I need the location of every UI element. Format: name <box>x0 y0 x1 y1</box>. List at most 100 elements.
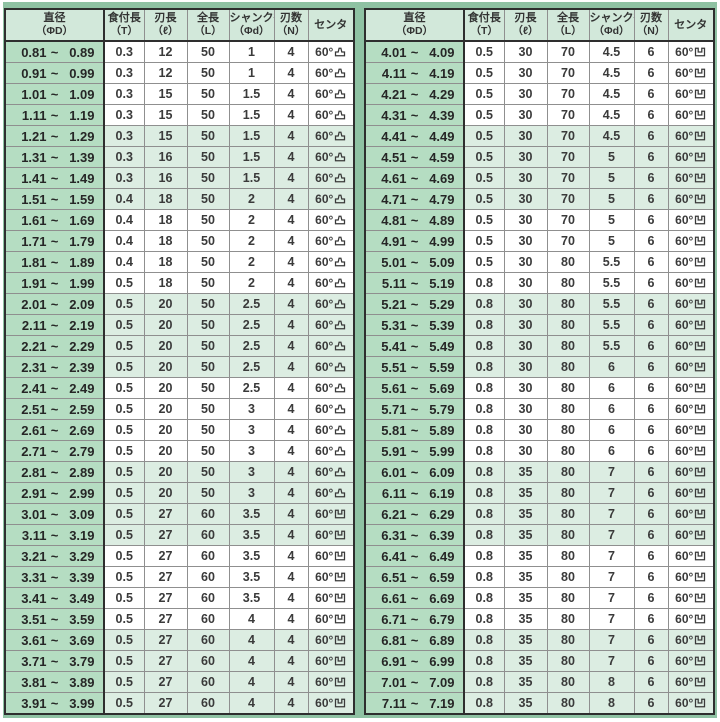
flutes-cell: 6 <box>633 587 669 609</box>
diameter-from: 5.71 <box>381 401 407 417</box>
diameter-range: 2.61 ~2.69 <box>6 423 102 438</box>
diameter-from: 6.41 <box>381 548 407 564</box>
diameter-to: 5.99 <box>429 443 455 459</box>
shank-diameter-cell: 7 <box>588 629 635 651</box>
diameter-range: 3.71 ~3.79 <box>6 653 102 669</box>
convex-center-icon <box>335 89 346 98</box>
diameter-range-cell: 4.71 ~4.79 <box>364 188 465 210</box>
overall-length-cell: 60 <box>186 629 230 651</box>
range-separator: ~ <box>50 233 59 249</box>
convex-center-icon <box>335 152 346 161</box>
chamfer-length-cell: 0.8 <box>463 608 505 630</box>
chamfer-length-cell: 0.5 <box>103 671 145 693</box>
chamfer-length-cell: 0.8 <box>463 398 505 420</box>
diameter-from: 4.81 <box>381 212 407 228</box>
concave-center-icon <box>695 362 706 371</box>
diameter-range: 2.91 ~2.99 <box>6 485 102 501</box>
flute-length-cell: 27 <box>143 587 188 609</box>
diameter-range: 2.51 ~2.59 <box>6 402 102 417</box>
column-header-flutes: 刃数 （N） <box>273 8 309 42</box>
diameter-range-cell: 3.91 ~3.99 <box>4 692 105 715</box>
diameter-from: 1.01 <box>21 86 47 102</box>
flute-length-cell: 27 <box>143 524 188 546</box>
overall-length-cell: 80 <box>546 482 590 504</box>
diameter-range-cell: 5.41 ~5.49 <box>364 335 465 357</box>
diameter-to: 4.19 <box>429 65 455 81</box>
diameter-to: 2.39 <box>69 359 95 375</box>
flute-length-cell: 20 <box>143 398 188 420</box>
overall-length-cell: 80 <box>546 650 590 672</box>
column-sublabel: （ℓ） <box>152 25 179 38</box>
table-row: 4.31 ~4.39 0.5 30 70 4.5 6 60° <box>364 104 715 126</box>
flutes-cell: 6 <box>633 440 669 462</box>
overall-length-cell: 80 <box>546 251 590 273</box>
flutes-cell: 4 <box>273 188 309 210</box>
column-header-shank_diameter: シャンク径（Φd） <box>228 8 275 42</box>
range-separator: ~ <box>50 65 59 81</box>
concave-center-icon <box>695 635 706 644</box>
table-row: 5.91 ~5.99 0.8 30 80 6 6 60° <box>364 440 715 462</box>
flute-length-cell: 30 <box>503 125 548 147</box>
range-separator: ~ <box>50 86 59 102</box>
diameter-range: 3.31 ~3.39 <box>6 570 102 585</box>
chamfer-length-cell: 0.5 <box>103 503 145 525</box>
diameter-to: 3.79 <box>69 653 95 669</box>
flute-length-cell: 35 <box>503 671 548 693</box>
center-angle: 60° <box>315 549 334 563</box>
center-angle: 60° <box>315 444 334 458</box>
diameter-range-cell: 2.71 ~2.79 <box>4 440 105 462</box>
table-row: 4.11 ~4.19 0.5 30 70 4.5 6 60° <box>364 62 715 84</box>
concave-center-icon <box>335 635 346 644</box>
concave-center-icon <box>695 89 706 98</box>
shank-diameter-cell: 6 <box>588 419 635 441</box>
diameter-range: 1.71 ~1.79 <box>6 233 102 249</box>
chamfer-length-cell: 0.3 <box>103 125 145 147</box>
chamfer-length-cell: 0.3 <box>103 62 145 84</box>
flutes-cell: 6 <box>633 167 669 189</box>
flute-length-cell: 35 <box>503 587 548 609</box>
shank-diameter-cell: 5.5 <box>588 293 635 315</box>
range-separator: ~ <box>410 464 419 480</box>
range-separator: ~ <box>50 506 59 522</box>
center-angle: 60° <box>315 612 334 626</box>
flutes-cell: 4 <box>273 503 309 525</box>
table-row: 5.41 ~5.49 0.8 30 80 5.5 6 60° <box>364 335 715 357</box>
shank-diameter-cell: 5.5 <box>588 272 635 294</box>
diameter-from: 3.21 <box>21 548 47 564</box>
overall-length-cell: 70 <box>546 40 590 63</box>
shank-diameter-cell: 6 <box>588 377 635 399</box>
overall-length-cell: 50 <box>186 188 230 210</box>
overall-length-cell: 80 <box>546 440 590 462</box>
concave-center-icon <box>335 530 346 539</box>
range-separator: ~ <box>410 527 419 543</box>
overall-length-cell: 70 <box>546 146 590 168</box>
diameter-to: 3.29 <box>69 548 95 564</box>
diameter-from: 2.91 <box>21 485 47 501</box>
shank-diameter-cell: 4.5 <box>588 104 635 126</box>
flute-length-cell: 18 <box>143 230 188 252</box>
diameter-from: 3.71 <box>21 653 47 669</box>
center-angle: 60° <box>675 360 694 374</box>
center-angle: 60° <box>675 465 694 479</box>
flutes-cell: 4 <box>273 230 309 252</box>
concave-center-icon <box>335 698 346 707</box>
diameter-range-cell: 2.51 ~2.59 <box>4 398 105 420</box>
range-separator: ~ <box>410 506 419 522</box>
chamfer-length-cell: 0.5 <box>103 587 145 609</box>
flutes-cell: 4 <box>273 251 309 273</box>
diameter-from: 1.41 <box>21 170 47 186</box>
flutes-cell: 4 <box>273 146 309 168</box>
flute-length-cell: 35 <box>503 566 548 588</box>
diameter-range-cell: 2.11 ~2.19 <box>4 314 105 336</box>
range-separator: ~ <box>50 464 59 480</box>
chamfer-length-cell: 0.8 <box>463 314 505 336</box>
flute-length-cell: 35 <box>503 650 548 672</box>
center-type-cell: 60° <box>667 524 715 546</box>
column-sublabel: （L） <box>194 25 222 38</box>
center-angle: 60° <box>315 402 334 416</box>
overall-length-cell: 70 <box>546 209 590 231</box>
range-separator: ~ <box>50 485 59 501</box>
flutes-cell: 6 <box>633 230 669 252</box>
center-type-cell: 60° <box>307 440 355 462</box>
chamfer-length-cell: 0.8 <box>463 629 505 651</box>
